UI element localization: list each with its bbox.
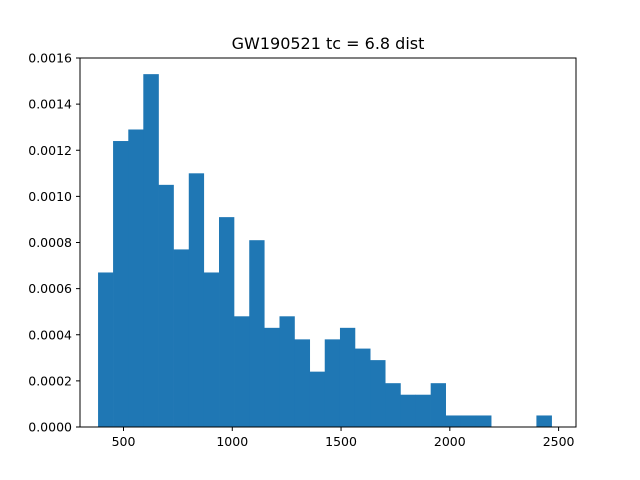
axes-group: 500 1000 1500 2000 2500 0.0000 0.0002 0.0004 0.0… [28, 51, 577, 449]
histogram-bar [460, 415, 477, 427]
histogram-bar [294, 339, 311, 427]
y-tick-label: 0.0000 [28, 420, 72, 435]
histogram-bar [143, 74, 159, 428]
y-tick-label: 0.0016 [28, 51, 72, 66]
y-tick-label: 0.0004 [28, 327, 72, 342]
y-tick-label: 0.0006 [28, 281, 72, 296]
histogram-bar [128, 129, 144, 427]
histogram-bar [234, 316, 250, 427]
x-tick-label: 500 [112, 434, 136, 449]
histogram-bar [264, 327, 280, 427]
histogram-bar [430, 383, 446, 427]
chart-title: GW190521 tc = 6.8 dist [232, 34, 425, 53]
histogram-bar [536, 415, 552, 427]
histogram-bar [475, 415, 492, 427]
histogram-bar [249, 240, 265, 427]
bars-group [98, 74, 552, 428]
histogram-bar [354, 348, 371, 427]
y-tick-label: 0.0002 [28, 373, 72, 388]
histogram-bar [219, 217, 235, 427]
y-tick-label: 0.0012 [28, 143, 72, 158]
histogram-bar [415, 394, 431, 427]
histogram-bar [98, 272, 114, 427]
y-tick-label: 0.0014 [28, 97, 72, 112]
histogram-bar [445, 415, 462, 427]
histogram-bar [173, 249, 190, 427]
histogram-bar [113, 141, 129, 427]
histogram-bar [339, 327, 356, 427]
histogram-bar [203, 272, 220, 427]
histogram-bar [279, 316, 295, 427]
y-tick-label: 0.0010 [28, 189, 72, 204]
histogram-bar [188, 173, 205, 427]
histogram-bar [309, 371, 326, 427]
histogram-bar [400, 394, 416, 427]
x-tick-label: 2500 [543, 434, 575, 449]
x-tick-label: 1000 [216, 434, 248, 449]
histogram-bar [324, 339, 341, 427]
histogram-bar [385, 383, 401, 427]
y-tick-label: 0.0008 [28, 235, 72, 250]
x-tick-label: 2000 [434, 434, 466, 449]
histogram-bar [158, 184, 174, 427]
histogram-bar [370, 360, 386, 427]
x-tick-label: 1500 [325, 434, 357, 449]
